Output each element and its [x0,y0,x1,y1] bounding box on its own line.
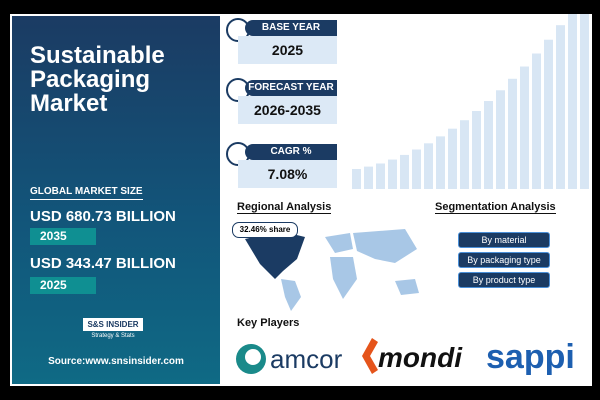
decor-bar [472,111,481,189]
share-badge: 32.46% share [232,222,298,238]
decor-bar [460,120,469,189]
stat-value: 7.08% [238,160,337,188]
decor-chart [352,14,589,190]
decor-bar [508,78,517,189]
market-value: USD 680.73 BILLION [30,208,176,225]
decor-bar [568,14,577,189]
segmentation-title: Segmentation Analysis [435,201,556,214]
mondi-icon [362,338,378,374]
segment: By product type [458,272,550,288]
decor-bar [412,149,421,189]
market-year: 2025 [30,277,96,294]
title: Sustainable Packaging Market [30,42,165,117]
stat-label: BASE YEAR [245,20,337,36]
decor-bar [352,169,361,189]
logo: S&S INSIDER Strategy & Stats [78,314,148,339]
decor-bar [580,14,589,189]
player: sappi [486,338,575,376]
decor-bar [448,128,457,189]
regional-title: Regional Analysis [237,201,332,214]
decor-bar [424,143,433,189]
market-value: USD 343.47 BILLION [30,255,176,272]
market-size-label: GLOBAL MARKET SIZE [30,186,143,200]
segment: By material [458,232,550,248]
player: mondi [378,342,462,373]
decor-bar [544,39,553,189]
decor-bar [484,101,493,189]
infographic: Sustainable Packaging Market GLOBAL MARK… [10,14,592,386]
logo-tagline: Strategy & Stats [91,333,135,339]
decor-bar [376,163,385,189]
decor-bar [532,53,541,189]
stat-value: 2025 [238,36,337,64]
decor-bar [388,159,397,189]
player: amcor [270,344,343,374]
decor-bar [436,136,445,189]
logo-name: S&S INSIDER [83,318,143,331]
decor-bar [520,66,529,189]
decor-bar [496,90,505,189]
decor-bar [556,25,565,190]
stat-value: 2026-2035 [238,96,337,124]
segment: By packaging type [458,252,550,268]
amcor-icon [236,344,266,374]
source: Source:www.snsinsider.com [48,356,184,367]
decor-bar [400,154,409,189]
market-year: 2035 [30,228,96,245]
decor-bar [364,166,373,189]
stat-label: FORECAST YEAR [245,80,337,96]
left-panel: Sustainable Packaging Market GLOBAL MARK… [12,16,220,384]
world-map [245,229,419,311]
stat-label: CAGR % [245,144,337,160]
key-players-title: Key Players [237,317,300,329]
